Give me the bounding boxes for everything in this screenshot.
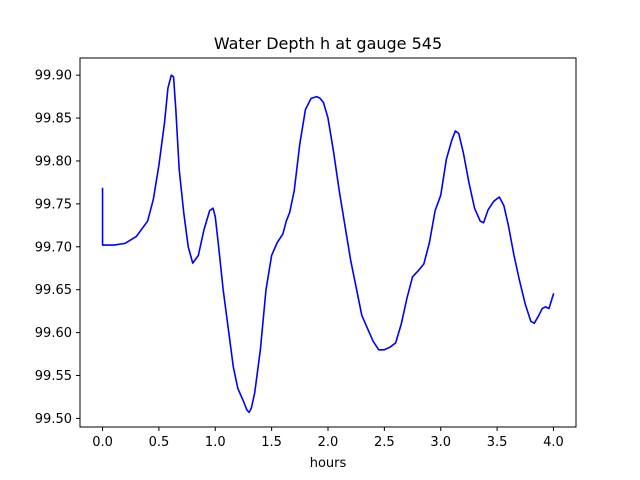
y-axis-ticks: 99.50 99.55 99.60 99.65 99.70 99.75 99.80 99.85… [35, 69, 80, 427]
x-tick-label: 0.0 [92, 435, 113, 450]
x-tick-label: 3.5 [487, 435, 508, 450]
y-tick-label: 99.70 [35, 240, 72, 255]
x-tick-label: 2.5 [374, 435, 395, 450]
y-tick-label: 99.55 [35, 369, 72, 384]
x-tick-label: 4.0 [543, 435, 564, 450]
y-tick-label: 99.75 [35, 197, 72, 212]
x-tick-label: 1.0 [205, 435, 226, 450]
y-tick-label: 99.60 [35, 326, 72, 341]
y-tick-label: 99.90 [35, 69, 72, 84]
x-axis-label: hours [310, 456, 347, 471]
y-tick-label: 99.65 [35, 283, 72, 298]
x-tick-label: 3.0 [430, 435, 451, 450]
x-axis-ticks: 0.0 0.5 1.0 1.5 2.0 2.5 3.0 3.5 4.0 [92, 427, 564, 450]
x-tick-label: 0.5 [149, 435, 170, 450]
series-line-1 [101, 74, 555, 414]
x-tick-label: 1.5 [261, 435, 282, 450]
y-tick-label: 99.80 [35, 154, 72, 169]
chart-title: Water Depth h at gauge 545 [214, 34, 442, 53]
axes-frame [79, 57, 577, 428]
y-tick-label: 99.50 [35, 412, 72, 427]
y-tick-label: 99.85 [35, 112, 72, 127]
plot-area [101, 74, 555, 414]
x-tick-label: 2.0 [318, 435, 339, 450]
